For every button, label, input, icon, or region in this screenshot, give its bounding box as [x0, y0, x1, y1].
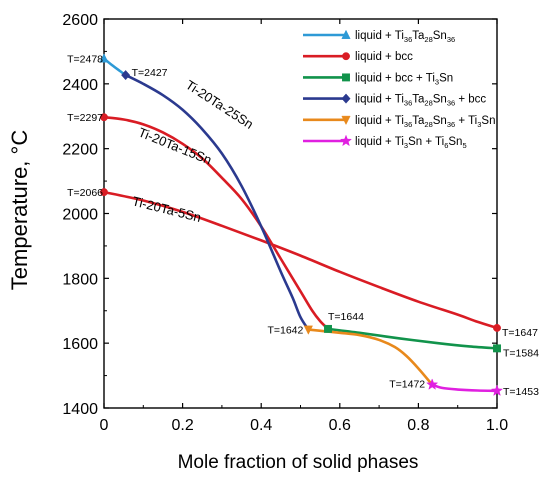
point-annotations: T=2478 T=2427 T=2297 T=2066 T=1644 T=1642 T=16… — [67, 54, 539, 398]
legend: liquid + Ti36Ta28Sn36 liquid + bcc liquid … — [303, 29, 495, 150]
data-point-marker — [100, 113, 108, 122]
legend-marker — [342, 73, 350, 82]
legend-label: liquid + Ti36Ta28Sn36 + bcc — [355, 94, 486, 108]
x-tick-label: 0 — [100, 417, 109, 434]
series-line-2 — [326, 327, 499, 350]
y-tick-label: 2600 — [62, 12, 98, 29]
point-annotation: T=1472 — [389, 379, 425, 391]
series-lines — [99, 53, 504, 397]
data-point-marker — [303, 325, 313, 335]
legend-marker — [342, 52, 350, 61]
x-tick-label: 0.6 — [329, 417, 351, 434]
legend-marker — [341, 29, 351, 39]
data-point-marker — [121, 70, 131, 81]
x-tick-label: 1.0 — [486, 417, 508, 434]
legend-entry: liquid + bcc + Ti3Sn — [303, 72, 453, 86]
point-annotation: T=1644 — [328, 311, 364, 323]
legend-entry: liquid + bcc — [303, 51, 413, 63]
y-tick-label: 1400 — [62, 401, 98, 418]
axes: 1400 1600 1800 2000 2200 2400 2600 0 0.2 0.4 0.6 0.… — [62, 12, 508, 434]
point-annotation: T=1584 — [503, 347, 539, 359]
data-point-marker — [99, 53, 109, 63]
legend-entry: liquid + Ti36Ta28Sn36 + bcc — [303, 93, 486, 108]
point-annotation: T=1642 — [267, 325, 303, 337]
point-annotation: T=2478 — [67, 54, 103, 66]
legend-marker — [339, 134, 353, 147]
legend-label: liquid + Ti36Ta28Sn36 + Ti3Sn — [355, 115, 495, 129]
y-tick-label: 1800 — [62, 271, 98, 288]
point-annotation: T=1453 — [503, 386, 539, 398]
x-tick-label: 0.4 — [250, 417, 272, 434]
data-point-marker — [493, 323, 501, 332]
legend-label: liquid + bcc — [355, 51, 413, 63]
data-point-marker — [100, 188, 108, 197]
legend-label: liquid + Ti36Ta28Sn36 — [355, 30, 455, 44]
legend-label: liquid + Ti3Sn + Ti6Sn5 — [355, 136, 467, 150]
data-point-marker — [493, 344, 501, 353]
legend-marker — [341, 115, 351, 126]
data-point-marker — [324, 324, 332, 333]
legend-label: liquid + bcc + Ti3Sn — [355, 72, 453, 86]
point-annotation: T=2066 — [67, 187, 103, 199]
curve-label: Ti-20Ta-25Sn — [183, 77, 256, 132]
curve-label: Ti-20Ta-5Sn — [131, 193, 203, 225]
legend-entry: liquid + Ti36Ta28Sn36 — [303, 29, 455, 44]
legend-entry: liquid + Ti3Sn + Ti6Sn5 — [303, 134, 467, 150]
data-point-marker — [426, 378, 439, 390]
y-tick-label: 2200 — [62, 142, 98, 159]
data-point-marker — [490, 384, 504, 397]
series-markers — [99, 53, 504, 397]
legend-entry: liquid + Ti36Ta28Sn36 + Ti3Sn — [303, 115, 495, 129]
y-axis-title: Temperature, °C — [7, 130, 32, 291]
point-annotation: T=2427 — [132, 67, 168, 79]
series-line-1-extra-0 — [102, 190, 499, 330]
y-tick-label: 1600 — [62, 336, 98, 353]
series-line-3 — [124, 73, 310, 331]
y-tick-label: 2400 — [62, 77, 98, 94]
point-annotation: T=2297 — [67, 112, 103, 124]
series-line-4 — [307, 328, 434, 386]
x-tick-label: 0.2 — [171, 417, 193, 434]
y-tick-label: 2000 — [62, 207, 98, 224]
series-line-5 — [430, 383, 499, 393]
x-tick-label: 0.8 — [407, 417, 429, 434]
legend-marker — [341, 93, 351, 104]
series-line-1 — [102, 115, 330, 331]
point-annotation: T=1647 — [502, 327, 538, 339]
x-axis-title: Mole fraction of solid phases — [178, 452, 419, 473]
